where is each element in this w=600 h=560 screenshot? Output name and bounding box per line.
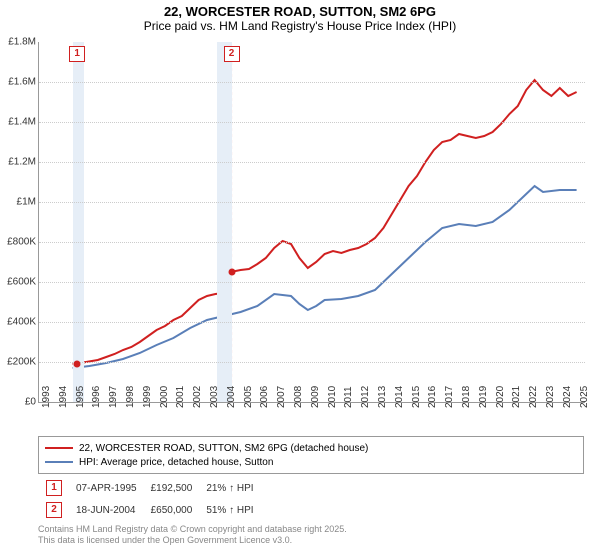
marker-date: 18-JUN-2004	[70, 500, 143, 520]
marker-id-badge: 1	[46, 480, 62, 496]
x-tick-label: 2009	[310, 386, 321, 408]
marker-price: £192,500	[145, 478, 199, 498]
y-tick-label: £1M	[0, 197, 36, 208]
x-tick-label: 2011	[343, 386, 354, 408]
x-tick-label: 1997	[108, 386, 119, 408]
x-tick-label: 2017	[444, 386, 455, 408]
x-tick-label: 1995	[75, 386, 86, 408]
x-tick-label: 1994	[58, 386, 69, 408]
legend-label: 22, WORCESTER ROAD, SUTTON, SM2 6PG (det…	[79, 443, 368, 454]
x-tick-label: 1993	[41, 386, 52, 408]
marker-badge: 2	[224, 46, 240, 62]
y-tick-label: £400K	[0, 317, 36, 328]
footer-text: Contains HM Land Registry data © Crown c…	[38, 524, 347, 547]
x-tick-label: 2014	[394, 386, 405, 408]
y-tick-label: £1.6M	[0, 77, 36, 88]
marker-table: 1 07-APR-1995£192,50021% ↑ HPI 2 18-JUN-200…	[38, 476, 262, 522]
x-tick-label: 2010	[327, 386, 338, 408]
marker-date: 07-APR-1995	[70, 478, 143, 498]
x-tick-label: 2019	[478, 386, 489, 408]
legend: 22, WORCESTER ROAD, SUTTON, SM2 6PG (det…	[38, 436, 584, 474]
x-tick-label: 1999	[142, 386, 153, 408]
y-tick-label: £200K	[0, 357, 36, 368]
x-tick-label: 1998	[125, 386, 136, 408]
marker-note: 21% ↑ HPI	[200, 478, 259, 498]
chart-subtitle: Price paid vs. HM Land Registry's House …	[0, 19, 600, 39]
y-tick-label: £1.2M	[0, 157, 36, 168]
x-tick-label: 2018	[461, 386, 472, 408]
shaded-region	[73, 42, 85, 402]
x-tick-label: 2023	[545, 386, 556, 408]
x-tick-label: 1996	[91, 386, 102, 408]
legend-label: HPI: Average price, detached house, Sutt…	[79, 457, 273, 468]
shaded-region	[217, 42, 232, 402]
x-tick-label: 2007	[276, 386, 287, 408]
x-tick-label: 2006	[259, 386, 270, 408]
x-tick-label: 2002	[192, 386, 203, 408]
y-tick-label: £1.4M	[0, 117, 36, 128]
marker-row: 1 07-APR-1995£192,50021% ↑ HPI	[40, 478, 260, 498]
footer-line2: This data is licensed under the Open Gov…	[38, 535, 347, 546]
x-tick-label: 2016	[427, 386, 438, 408]
x-tick-label: 2015	[411, 386, 422, 408]
marker-badge: 1	[69, 46, 85, 62]
plot-area: 12	[38, 42, 585, 403]
y-tick-label: £600K	[0, 277, 36, 288]
x-tick-label: 2005	[243, 386, 254, 408]
x-tick-label: 2021	[511, 386, 522, 408]
x-tick-label: 2001	[175, 386, 186, 408]
legend-swatch	[45, 461, 73, 463]
chart-container: 22, WORCESTER ROAD, SUTTON, SM2 6PG Pric…	[0, 0, 600, 560]
x-tick-label: 2013	[377, 386, 388, 408]
y-tick-label: £1.8M	[0, 37, 36, 48]
legend-item: HPI: Average price, detached house, Sutt…	[45, 455, 577, 469]
x-tick-label: 2004	[226, 386, 237, 408]
x-tick-label: 2020	[495, 386, 506, 408]
x-tick-label: 2000	[159, 386, 170, 408]
line-layer	[39, 42, 585, 402]
series-line	[73, 186, 577, 368]
legend-swatch	[45, 447, 73, 449]
chart-title: 22, WORCESTER ROAD, SUTTON, SM2 6PG	[0, 0, 600, 19]
x-tick-label: 2024	[562, 386, 573, 408]
sale-point-marker	[228, 269, 235, 276]
marker-row: 2 18-JUN-2004£650,00051% ↑ HPI	[40, 500, 260, 520]
marker-note: 51% ↑ HPI	[200, 500, 259, 520]
legend-item: 22, WORCESTER ROAD, SUTTON, SM2 6PG (det…	[45, 441, 577, 455]
marker-id-badge: 2	[46, 502, 62, 518]
footer-line1: Contains HM Land Registry data © Crown c…	[38, 524, 347, 535]
x-tick-label: 2003	[209, 386, 220, 408]
x-tick-label: 2025	[579, 386, 590, 408]
x-tick-label: 2012	[360, 386, 371, 408]
marker-price: £650,000	[145, 500, 199, 520]
y-tick-label: £0	[0, 397, 36, 408]
y-tick-label: £800K	[0, 237, 36, 248]
x-tick-label: 2022	[528, 386, 539, 408]
sale-point-marker	[74, 360, 81, 367]
x-tick-label: 2008	[293, 386, 304, 408]
